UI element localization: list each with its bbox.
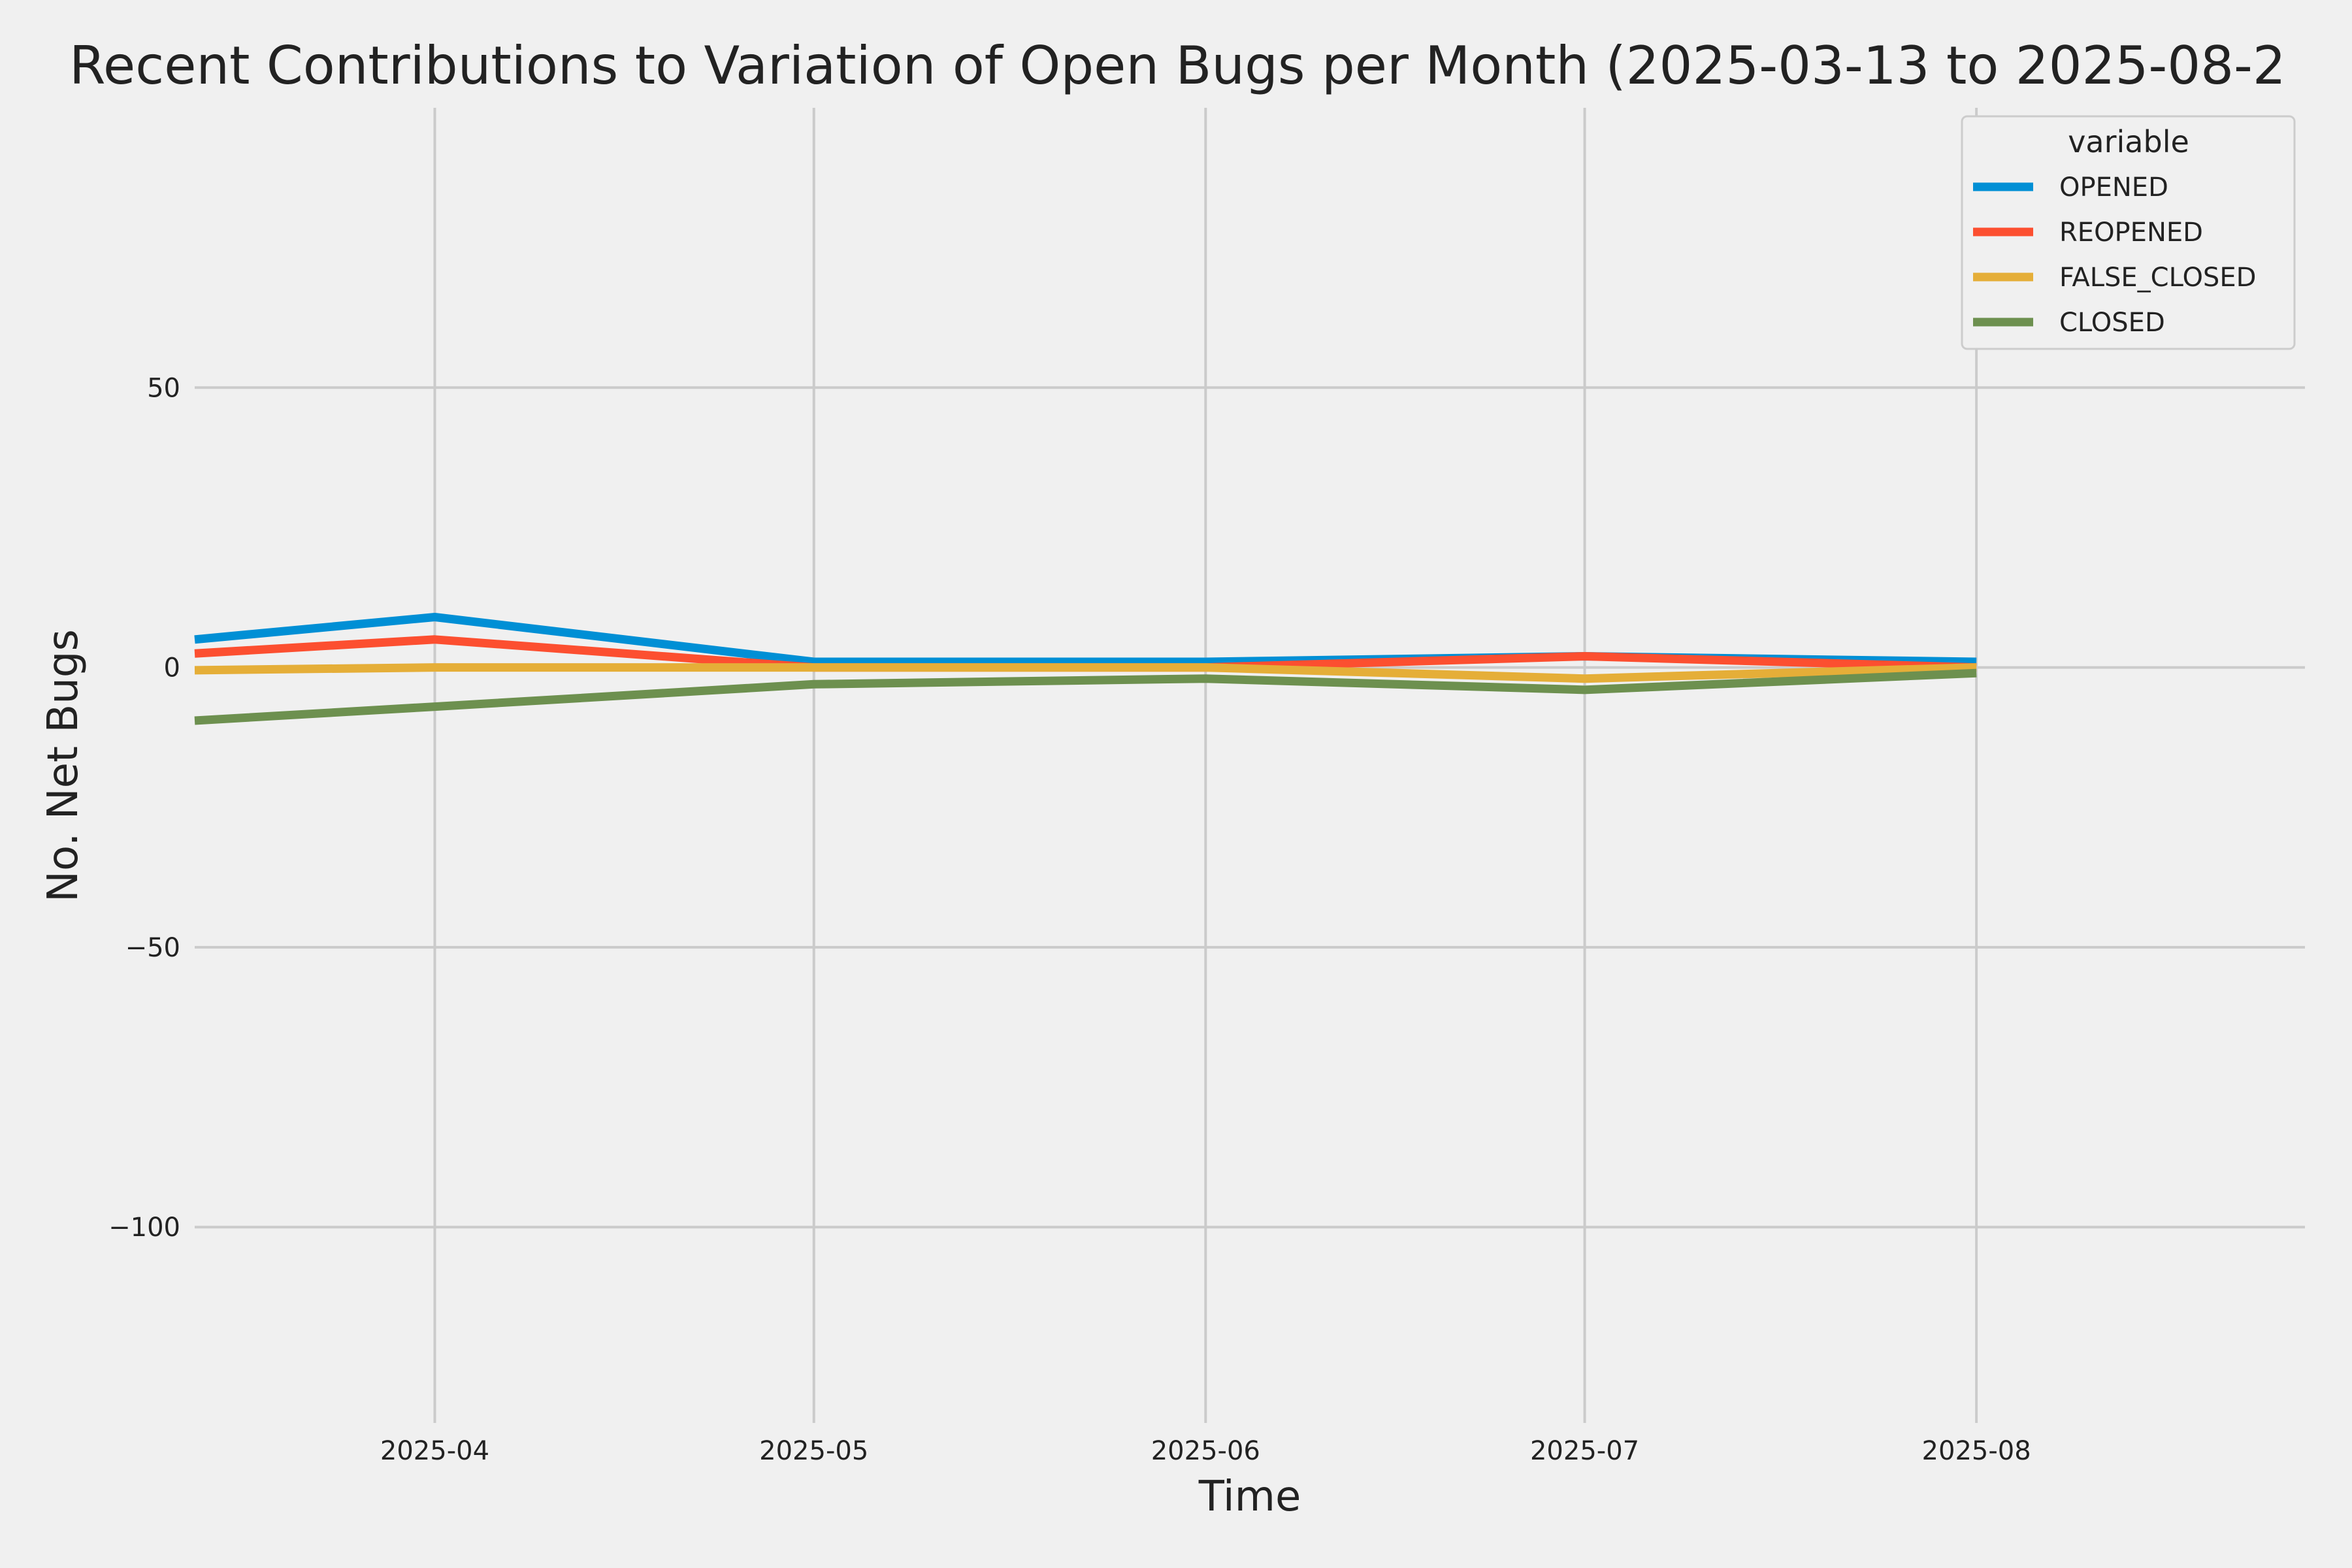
x-tick-label: 2025-07: [1530, 1436, 1639, 1466]
legend-label-closed: CLOSED: [2059, 308, 2165, 338]
chart-title: Recent Contributions to Variation of Ope…: [69, 35, 2286, 96]
y-tick-label: 0: [164, 653, 180, 683]
series-line-false-closed: [194, 663, 1977, 683]
x-tick-label: 2025-08: [1922, 1436, 2031, 1466]
legend-title: variable: [2068, 124, 2189, 159]
y-tick-label: −100: [108, 1213, 180, 1243]
y-tick-label: 50: [147, 373, 180, 403]
x-tick-label: 2025-04: [380, 1436, 489, 1466]
series-lines: [194, 613, 1977, 725]
legend-frame: [1961, 115, 2296, 350]
legend: variable OPENED REOPENED FALSE_CLOSED CLOSE…: [1961, 115, 2296, 350]
y-tick-labels: 50 0 −50 −100: [108, 373, 180, 1243]
x-gridlines: [433, 108, 1978, 1423]
legend-label-false-closed: FALSE_CLOSED: [2059, 263, 2256, 293]
x-tick-label: 2025-06: [1151, 1436, 1260, 1466]
x-axis-label: Time: [1198, 1473, 1301, 1521]
x-tick-labels: 2025-04 2025-05 2025-06 2025-07 2025-08: [380, 1436, 2031, 1466]
series-line-closed: [194, 668, 1977, 725]
legend-label-reopened: REOPENED: [2059, 218, 2203, 248]
legend-label-opened: OPENED: [2059, 172, 2168, 203]
y-tick-label: −50: [125, 933, 180, 963]
y-axis-label: No. Net Bugs: [39, 629, 88, 902]
legend-items: OPENED REOPENED FALSE_CLOSED CLOSED: [1973, 172, 2256, 338]
x-tick-label: 2025-05: [759, 1436, 868, 1466]
